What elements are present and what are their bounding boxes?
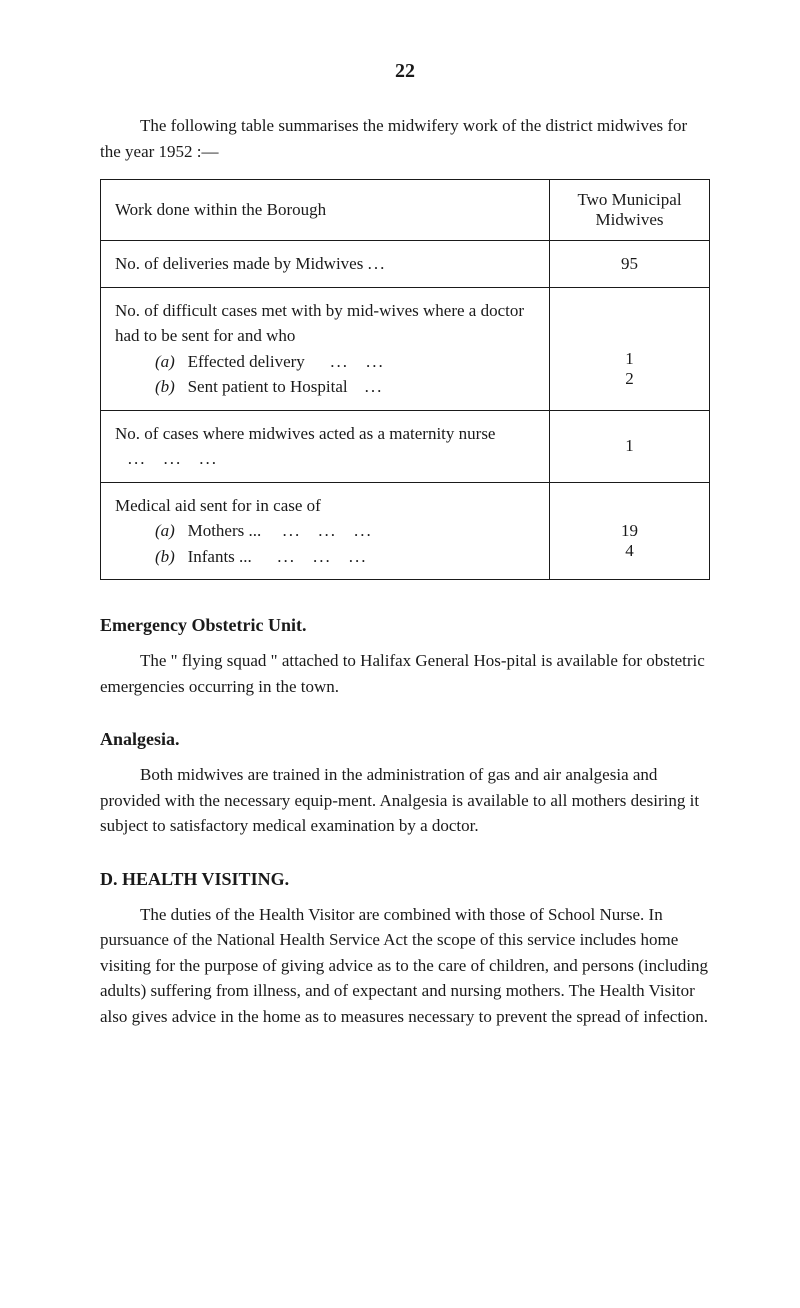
table-header-left: Work done within the Borough [101, 180, 550, 241]
table-row: No. of difficult cases met with by mid-w… [101, 287, 710, 410]
row-value: 1 2 [550, 287, 710, 410]
row-value: 1 [550, 410, 710, 482]
section-text-emergency: The " flying squad " attached to Halifax… [100, 648, 710, 699]
section-heading-analgesia: Analgesia. [100, 729, 710, 750]
row-value: 95 [550, 241, 710, 288]
table-row: No. of deliveries made by Midwives ... 9… [101, 241, 710, 288]
row-label: Medical aid sent for in case of (a) Moth… [101, 482, 550, 580]
row-label: No. of deliveries made by Midwives ... [101, 241, 550, 288]
table-row: No. of cases where midwives acted as a m… [101, 410, 710, 482]
table-row: Medical aid sent for in case of (a) Moth… [101, 482, 710, 580]
table-header-right: Two Municipal Midwives [550, 180, 710, 241]
page-number: 22 [100, 60, 710, 83]
section-text-health-visiting: The duties of the Health Visitor are com… [100, 902, 710, 1030]
row-label: No. of cases where midwives acted as a m… [101, 410, 550, 482]
row-value: 19 4 [550, 482, 710, 580]
midwifery-table: Work done within the Borough Two Municip… [100, 179, 710, 580]
section-heading-health-visiting: D. HEALTH VISITING. [100, 869, 710, 890]
intro-paragraph: The following table summarises the midwi… [100, 113, 710, 164]
row-label: No. of difficult cases met with by mid-w… [101, 287, 550, 410]
section-heading-emergency: Emergency Obstetric Unit. [100, 615, 710, 636]
section-text-analgesia: Both midwives are trained in the adminis… [100, 762, 710, 839]
